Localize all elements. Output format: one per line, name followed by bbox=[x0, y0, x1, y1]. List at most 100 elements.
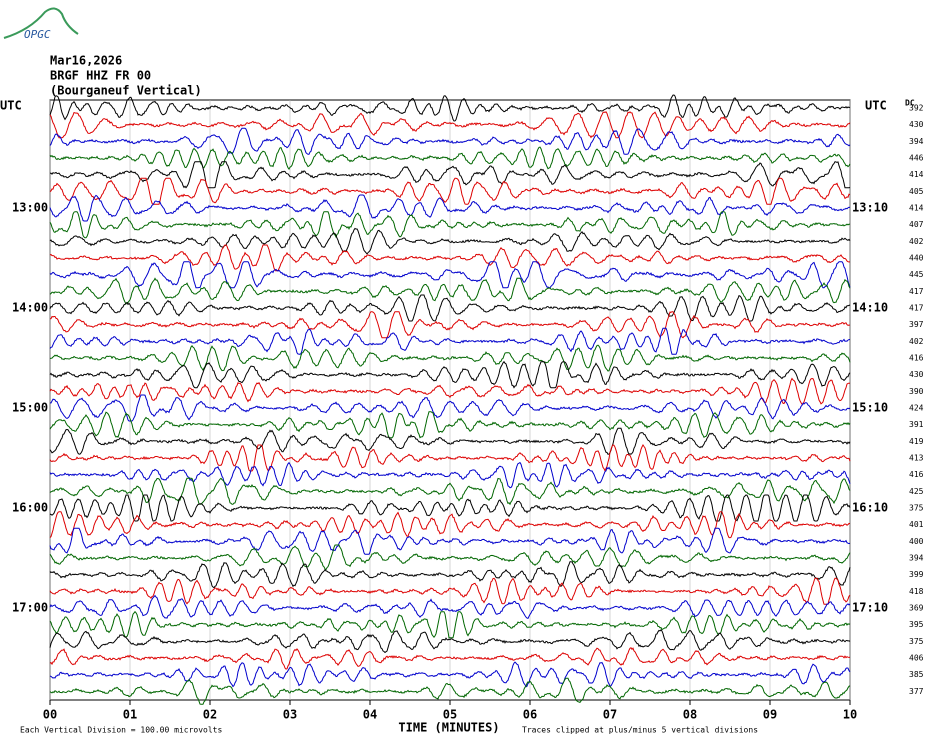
trace bbox=[49, 577, 851, 605]
dc-value: 402 bbox=[909, 337, 924, 346]
trace bbox=[49, 561, 851, 589]
trace bbox=[49, 461, 851, 489]
trace bbox=[49, 111, 851, 139]
dc-value: 425 bbox=[909, 487, 924, 496]
trace bbox=[49, 444, 851, 473]
x-tick-label: 02 bbox=[203, 708, 217, 722]
dc-value: 440 bbox=[909, 254, 924, 263]
x-tick-label: 07 bbox=[603, 708, 617, 722]
dc-value: 419 bbox=[909, 437, 924, 446]
dc-value: 391 bbox=[909, 420, 924, 429]
trace bbox=[49, 394, 851, 422]
logo-text: OPGC bbox=[24, 28, 51, 41]
x-tick-label: 10 bbox=[843, 708, 857, 722]
dc-value: 377 bbox=[909, 687, 924, 696]
right-time-label: 17:10 bbox=[852, 601, 888, 615]
dc-value: 401 bbox=[909, 520, 924, 529]
trace bbox=[49, 647, 851, 670]
trace bbox=[49, 327, 851, 355]
dc-header: DC bbox=[905, 99, 915, 108]
left-time-label: UTC bbox=[0, 99, 22, 113]
trace bbox=[49, 377, 851, 405]
dc-value: 416 bbox=[909, 354, 924, 363]
trace bbox=[49, 227, 851, 255]
trace bbox=[49, 146, 851, 171]
dc-value: 430 bbox=[909, 120, 924, 129]
dc-value: 399 bbox=[909, 570, 924, 579]
x-tick-label: 04 bbox=[363, 708, 377, 722]
dc-value: 397 bbox=[909, 320, 924, 329]
trace bbox=[49, 161, 851, 189]
x-tick-label: 05 bbox=[443, 708, 457, 722]
dc-value: 416 bbox=[909, 470, 924, 479]
dc-value: 407 bbox=[909, 220, 924, 229]
trace bbox=[49, 661, 851, 688]
x-tick-label: 01 bbox=[123, 708, 137, 722]
dc-value: 430 bbox=[909, 370, 924, 379]
trace bbox=[49, 511, 851, 539]
left-time-label: 16:00 bbox=[12, 501, 48, 515]
dc-value: 424 bbox=[909, 404, 924, 413]
dc-value: 414 bbox=[909, 204, 924, 213]
trace bbox=[49, 629, 851, 654]
dc-value: 417 bbox=[909, 304, 924, 313]
trace bbox=[49, 211, 851, 239]
trace bbox=[49, 477, 851, 506]
dc-value: 395 bbox=[909, 620, 924, 629]
left-time-label: 13:00 bbox=[12, 201, 48, 215]
dc-value: 369 bbox=[909, 604, 924, 613]
right-time-label: 15:10 bbox=[852, 401, 888, 415]
logo-curve bbox=[3, 7, 79, 39]
trace bbox=[49, 344, 851, 372]
dc-value: 400 bbox=[909, 537, 924, 546]
dc-value: 385 bbox=[909, 670, 924, 679]
x-axis-label: TIME (MINUTES) bbox=[398, 721, 499, 735]
title-line: Mar16,2026 bbox=[50, 54, 122, 68]
trace bbox=[49, 127, 851, 155]
dc-value: 390 bbox=[909, 387, 924, 396]
dc-value: 405 bbox=[909, 187, 924, 196]
footer-left: Each Vertical Division = 100.00 microvol… bbox=[20, 726, 222, 735]
trace bbox=[49, 677, 851, 705]
right-time-label: UTC bbox=[865, 99, 887, 113]
dc-value: 406 bbox=[909, 654, 924, 663]
dc-value: 418 bbox=[909, 587, 924, 596]
x-tick-label: 03 bbox=[283, 708, 297, 722]
x-tick-label: 06 bbox=[523, 708, 537, 722]
dc-value: 392 bbox=[909, 104, 924, 113]
x-tick-label: 08 bbox=[683, 708, 697, 722]
trace bbox=[49, 194, 851, 222]
dc-value: 446 bbox=[909, 154, 924, 163]
trace bbox=[49, 527, 851, 555]
right-time-label: 16:10 bbox=[852, 501, 888, 515]
trace bbox=[49, 610, 851, 639]
title-line: (Bourganeuf Vertical) bbox=[50, 84, 202, 98]
trace bbox=[49, 427, 851, 456]
trace bbox=[49, 544, 851, 571]
dc-value: 445 bbox=[909, 270, 924, 279]
dc-value: 394 bbox=[909, 554, 924, 563]
dc-value: 413 bbox=[909, 454, 924, 463]
footer-right: Traces clipped at plus/minus 5 vertical … bbox=[522, 726, 758, 735]
dc-value: 414 bbox=[909, 170, 924, 179]
left-time-label: 14:00 bbox=[12, 301, 48, 315]
title-line: BRGF HHZ FR 00 bbox=[50, 69, 151, 83]
trace bbox=[49, 294, 851, 322]
trace bbox=[49, 360, 851, 389]
dc-value: 402 bbox=[909, 237, 924, 246]
dc-value: 417 bbox=[909, 287, 924, 296]
trace bbox=[49, 94, 851, 122]
trace bbox=[49, 594, 851, 620]
right-time-label: 14:10 bbox=[852, 301, 888, 315]
dc-value: 375 bbox=[909, 504, 924, 513]
dc-value: 394 bbox=[909, 137, 924, 146]
left-time-label: 17:00 bbox=[12, 601, 48, 615]
trace bbox=[49, 411, 851, 439]
trace bbox=[49, 244, 851, 272]
trace bbox=[49, 311, 850, 339]
trace bbox=[49, 277, 851, 305]
left-time-label: 15:00 bbox=[12, 401, 48, 415]
trace bbox=[49, 177, 851, 205]
trace bbox=[49, 261, 851, 289]
